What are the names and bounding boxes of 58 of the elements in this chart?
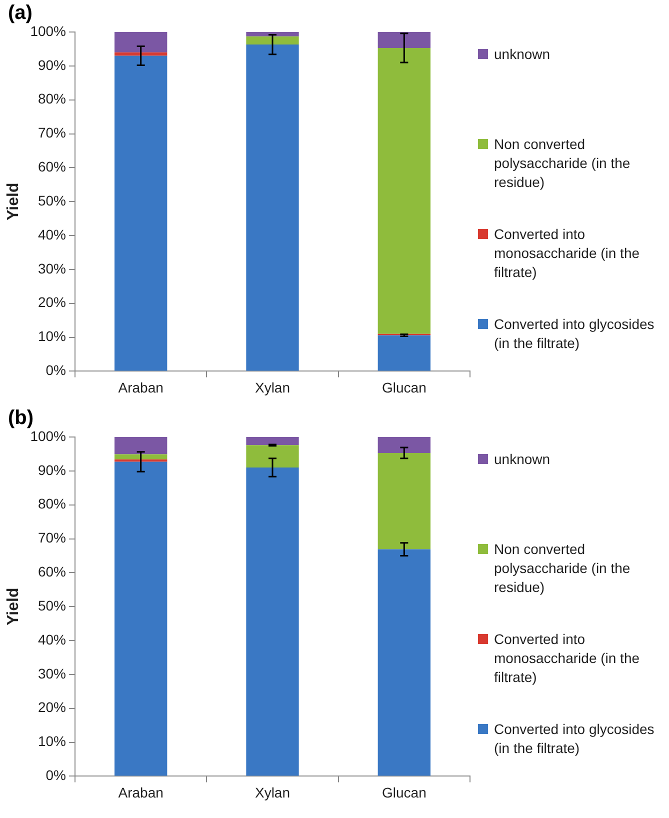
y-tick-label: 30% xyxy=(38,260,66,276)
x-tick-label: Araban xyxy=(118,784,164,800)
bar xyxy=(378,437,430,453)
legend-label: Converted into glycosides (in the filtrate) xyxy=(494,315,656,353)
legend-label: Converted into monosaccharide (in the filtrate) xyxy=(494,225,641,282)
x-tick-label: Araban xyxy=(118,379,164,396)
y-tick-label: 40% xyxy=(38,631,66,648)
y-tick-label: 60% xyxy=(38,158,66,175)
y-tick-label: 70% xyxy=(38,124,66,141)
chart-title: (a) xyxy=(8,2,32,25)
bar xyxy=(378,48,430,334)
y-tick-label: 80% xyxy=(38,496,66,512)
y-tick-label: 100% xyxy=(30,22,66,39)
bar xyxy=(114,56,168,371)
bar xyxy=(378,335,430,371)
bar xyxy=(114,459,168,462)
legend-label: Non converted polysaccharide (in the residue) xyxy=(494,540,632,597)
y-tick-label: 10% xyxy=(38,733,66,750)
bar xyxy=(114,462,168,776)
chart-title: (b) xyxy=(8,407,34,430)
y-tick-label: 90% xyxy=(38,56,66,73)
y-axis-title: Yield xyxy=(5,182,22,220)
bar xyxy=(378,32,430,48)
bar xyxy=(246,36,299,45)
x-tick-label: Xylan xyxy=(254,784,290,800)
y-tick-label: 70% xyxy=(38,530,66,546)
legend-label: unknown xyxy=(494,450,552,469)
bar xyxy=(378,549,430,776)
y-tick-label: 0% xyxy=(46,767,66,784)
bar xyxy=(246,437,299,446)
legend-label: unknown xyxy=(494,45,552,64)
y-tick-label: 30% xyxy=(38,665,66,682)
x-tick-label: Glucan xyxy=(382,784,426,800)
y-tick-label: 90% xyxy=(38,462,66,478)
y-tick-label: 50% xyxy=(38,192,66,208)
bar xyxy=(246,44,299,371)
y-tick-label: 80% xyxy=(38,90,66,107)
legend-label: Non converted polysaccharide (in the residue) xyxy=(494,135,632,192)
bar xyxy=(246,468,299,776)
bar xyxy=(246,445,299,468)
y-tick-label: 100% xyxy=(30,428,66,444)
y-axis-title: Yield xyxy=(5,588,22,626)
x-tick-label: Glucan xyxy=(382,379,426,396)
bar xyxy=(114,32,168,52)
y-tick-label: 10% xyxy=(38,328,66,344)
y-tick-label: 50% xyxy=(38,597,66,614)
bar xyxy=(246,32,299,36)
y-tick-label: 0% xyxy=(46,362,66,378)
legend-label: Converted into glycosides (in the filtrate) xyxy=(494,720,656,758)
bar xyxy=(114,454,168,460)
x-tick-label: Xylan xyxy=(254,379,290,396)
y-tick-label: 20% xyxy=(38,699,66,716)
y-tick-label: 60% xyxy=(38,564,66,580)
legend-label: Converted into monosaccharide (in the filtrate) xyxy=(494,630,641,687)
bar xyxy=(114,437,168,454)
bar xyxy=(378,452,430,550)
y-tick-label: 20% xyxy=(38,294,66,310)
y-tick-label: 40% xyxy=(38,226,66,242)
